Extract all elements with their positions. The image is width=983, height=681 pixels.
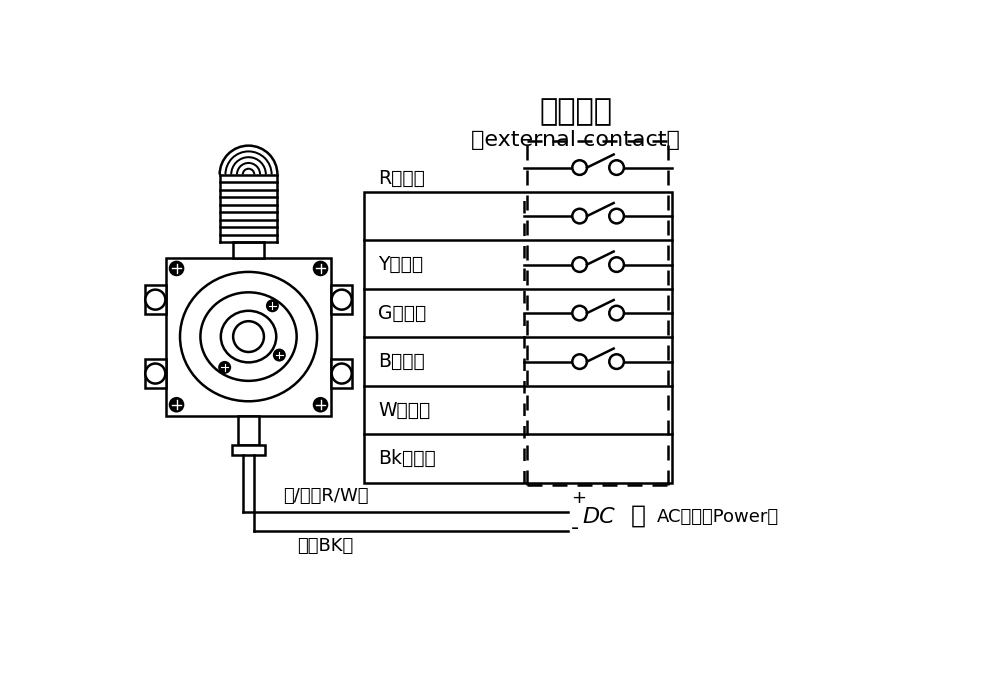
Bar: [232, 445, 264, 455]
Ellipse shape: [180, 272, 318, 401]
Circle shape: [609, 209, 624, 223]
Circle shape: [331, 289, 352, 310]
Bar: [364, 192, 672, 483]
Text: 黑（BK）: 黑（BK）: [298, 537, 354, 555]
Text: Bk（黑）: Bk（黑）: [377, 449, 435, 468]
Bar: [238, 415, 260, 445]
Text: 红/白（R/W）: 红/白（R/W）: [283, 487, 369, 505]
Circle shape: [267, 300, 277, 311]
Circle shape: [572, 354, 587, 369]
Circle shape: [609, 160, 624, 175]
Circle shape: [609, 354, 624, 369]
Text: R（红）: R（红）: [377, 168, 425, 187]
Bar: [331, 359, 352, 388]
Bar: [145, 359, 166, 388]
Text: +: +: [571, 489, 586, 507]
Circle shape: [609, 257, 624, 272]
Circle shape: [274, 350, 284, 360]
Circle shape: [572, 160, 587, 175]
Circle shape: [314, 262, 327, 275]
Circle shape: [609, 306, 624, 321]
Circle shape: [170, 262, 183, 275]
Text: ～: ～: [631, 503, 646, 527]
Text: Y（黄）: Y（黄）: [377, 255, 423, 274]
Bar: [145, 285, 166, 314]
Text: DC: DC: [582, 507, 614, 527]
Circle shape: [572, 257, 587, 272]
Circle shape: [331, 364, 352, 383]
Text: B（蓝）: B（蓝）: [377, 352, 425, 371]
Circle shape: [170, 398, 183, 411]
Text: 外部接点: 外部接点: [540, 97, 612, 126]
Circle shape: [219, 362, 230, 373]
Circle shape: [145, 289, 165, 310]
Bar: [166, 257, 331, 415]
Circle shape: [145, 364, 165, 383]
Circle shape: [572, 306, 587, 321]
Text: W（白）: W（白）: [377, 400, 431, 419]
Ellipse shape: [201, 292, 297, 381]
Text: -: -: [571, 518, 579, 537]
Bar: [233, 242, 263, 257]
Bar: [331, 285, 352, 314]
Circle shape: [314, 398, 327, 411]
Circle shape: [233, 321, 263, 352]
Text: （external contact）: （external contact）: [471, 130, 680, 151]
Text: AC电源（Power）: AC电源（Power）: [657, 508, 779, 526]
Circle shape: [572, 209, 587, 223]
Ellipse shape: [221, 311, 276, 362]
Text: G（绿）: G（绿）: [377, 304, 427, 323]
